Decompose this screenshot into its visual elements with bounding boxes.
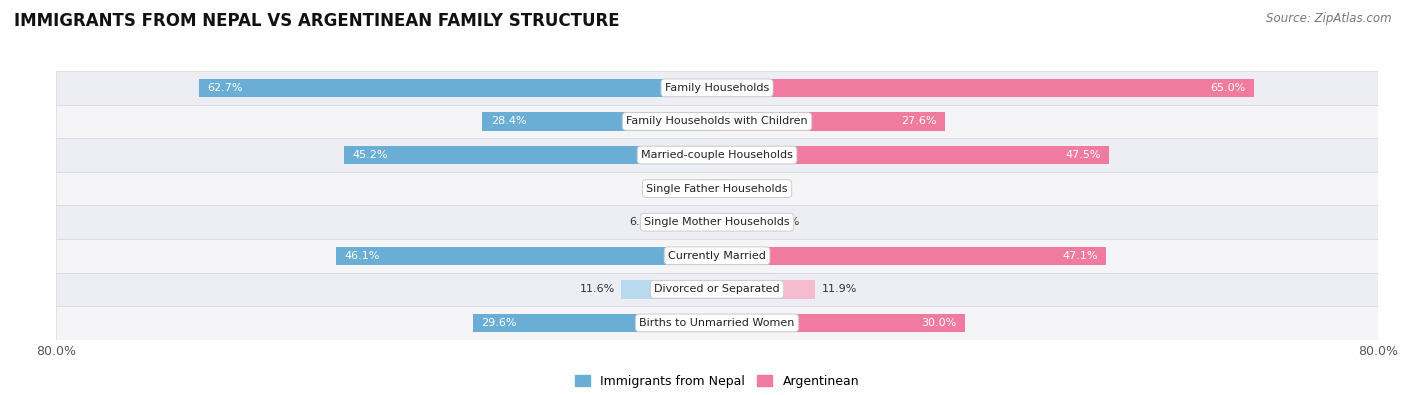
Text: 47.5%: 47.5% <box>1066 150 1101 160</box>
Text: Family Households: Family Households <box>665 83 769 93</box>
Text: Single Mother Households: Single Mother Households <box>644 217 790 227</box>
Text: 45.2%: 45.2% <box>352 150 388 160</box>
Text: Births to Unmarried Women: Births to Unmarried Women <box>640 318 794 328</box>
Bar <box>56 205 1378 239</box>
Text: Currently Married: Currently Married <box>668 251 766 261</box>
Text: Family Households with Children: Family Households with Children <box>626 117 808 126</box>
Bar <box>56 172 1378 205</box>
Bar <box>343 146 717 164</box>
Text: Source: ZipAtlas.com: Source: ZipAtlas.com <box>1267 12 1392 25</box>
Text: Single Father Households: Single Father Households <box>647 184 787 194</box>
Bar <box>717 280 815 299</box>
Text: 5.8%: 5.8% <box>772 217 800 227</box>
Bar <box>717 146 1109 164</box>
Text: IMMIGRANTS FROM NEPAL VS ARGENTINEAN FAMILY STRUCTURE: IMMIGRANTS FROM NEPAL VS ARGENTINEAN FAM… <box>14 12 620 30</box>
Text: 27.6%: 27.6% <box>901 117 936 126</box>
Text: 30.0%: 30.0% <box>921 318 956 328</box>
Bar <box>200 79 717 97</box>
Bar <box>56 273 1378 306</box>
Text: 47.1%: 47.1% <box>1063 251 1098 261</box>
Text: 65.0%: 65.0% <box>1211 83 1246 93</box>
Bar <box>56 105 1378 138</box>
Bar <box>56 239 1378 273</box>
Bar <box>621 280 717 299</box>
Bar <box>482 112 717 131</box>
Bar <box>717 246 1107 265</box>
Text: 11.6%: 11.6% <box>579 284 614 294</box>
Bar <box>664 213 717 231</box>
Text: 46.1%: 46.1% <box>344 251 380 261</box>
Text: 28.4%: 28.4% <box>491 117 526 126</box>
Text: 29.6%: 29.6% <box>481 318 516 328</box>
Bar <box>717 314 965 332</box>
Bar <box>717 79 1254 97</box>
Text: 2.1%: 2.1% <box>741 184 769 194</box>
Bar <box>717 179 734 198</box>
Text: 2.2%: 2.2% <box>664 184 692 194</box>
Bar <box>336 246 717 265</box>
Text: Married-couple Households: Married-couple Households <box>641 150 793 160</box>
Text: 11.9%: 11.9% <box>823 284 858 294</box>
Bar <box>56 306 1378 340</box>
Bar <box>699 179 717 198</box>
Text: 6.4%: 6.4% <box>630 217 658 227</box>
Text: 62.7%: 62.7% <box>208 83 243 93</box>
Text: Divorced or Separated: Divorced or Separated <box>654 284 780 294</box>
Bar <box>56 71 1378 105</box>
Bar <box>717 213 765 231</box>
Legend: Immigrants from Nepal, Argentinean: Immigrants from Nepal, Argentinean <box>569 370 865 393</box>
Bar <box>717 112 945 131</box>
Bar <box>472 314 717 332</box>
Bar <box>56 138 1378 172</box>
